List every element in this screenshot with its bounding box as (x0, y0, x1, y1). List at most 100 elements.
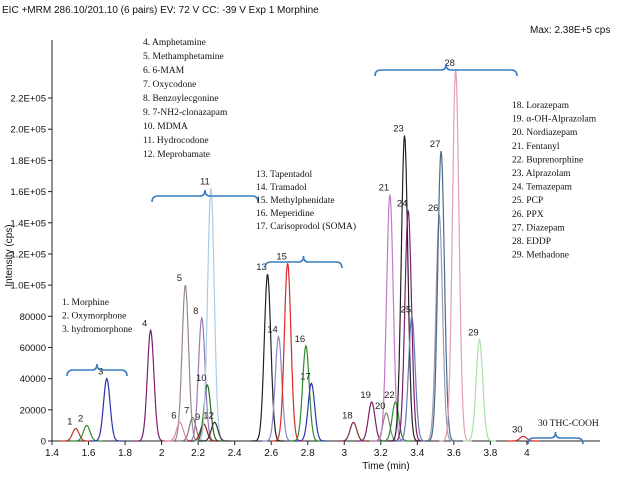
brace-group5 (527, 431, 584, 445)
peak-label: 23 (393, 123, 404, 134)
peak-trace (198, 421, 231, 442)
peak-label: 15 (276, 251, 287, 262)
peak-label: 11 (200, 176, 210, 187)
annotation-group1: 3. hydromorphone (62, 325, 132, 335)
scan-info-header: EIC +MRM 286.10/201.10 (6 pairs) EV: 72 … (2, 5, 319, 16)
peak-label: 27 (430, 139, 441, 150)
x-tick-label: 4 (524, 448, 530, 459)
peak-trace (379, 401, 412, 442)
compound-annotations: 1. Morphine 2. Oxymorphone 3. hydromorphon… (62, 38, 599, 445)
peak-trace (337, 421, 370, 442)
annotation-group2: 8. Benzoylecgonine (143, 94, 218, 104)
annotation-group3: 15. Methylphenidate (256, 196, 335, 206)
annotation-group2: 7. Oxycodone (143, 80, 196, 90)
peak-trace (294, 382, 328, 442)
annotation-group3: 13. Tapentadol (256, 170, 313, 180)
x-tick-label: 1.4 (45, 448, 59, 459)
annotation-group4: 20. Nordiazepam (512, 128, 578, 138)
y-tick-label: 2.0E+05 (10, 125, 46, 136)
annotation-group2: 9. 7-NH2-clonazapam (143, 108, 228, 118)
peak-label: 20 (375, 401, 386, 412)
annotation-group3: 14. Tramadol (256, 183, 307, 193)
peak-label: 9 (195, 412, 200, 423)
peak-label: 16 (295, 334, 306, 345)
brace-group1 (66, 363, 128, 377)
x-tick-label: 3.2 (374, 448, 388, 459)
x-tick-label: 2.6 (264, 448, 278, 459)
y-tick-label: 60000 (20, 343, 46, 354)
annotation-group1: 1. Morphine (62, 298, 109, 308)
annotation-group2: 12. Meprobamate (143, 150, 210, 160)
peak-label: 2 (78, 413, 83, 424)
x-tick-label: 3.8 (483, 448, 497, 459)
peak-trace (134, 328, 168, 442)
peak-label: 12 (203, 410, 214, 421)
y-tick-label: 1.6E+05 (10, 187, 46, 198)
peak-trace (262, 334, 295, 442)
peak-trace (463, 338, 496, 442)
y-tick-label: 1.0E+05 (10, 281, 46, 292)
peak-label: 28 (444, 58, 455, 69)
annotation-group4: 26. PPX (512, 210, 544, 220)
peak-trace (90, 377, 124, 442)
y-tick-label: 1.8E+05 (10, 156, 46, 167)
annotation-group4: 27. Diazepam (512, 223, 565, 233)
peak-trace (163, 421, 197, 442)
annotation-group2: 5. Methamphetamine (143, 52, 224, 62)
annotation-group4: 24. Temazepam (512, 183, 572, 193)
peak-trace (251, 274, 284, 442)
annotation-group4: 23. Alprazolam (512, 169, 571, 179)
y-tick-label: 2.2E+05 (10, 94, 46, 105)
annotation-group1: 2. Oxymorphone (62, 312, 126, 322)
x-tick-label: 2 (159, 448, 165, 459)
peak-trace (391, 210, 425, 442)
peak-trace (271, 263, 305, 442)
peak-label: 1 (67, 417, 72, 428)
y-tick-label: 20000 (20, 405, 46, 416)
peak-label: 17 (300, 371, 311, 382)
annotation-group2: 4. Amphetamine (143, 38, 206, 48)
x-tick-label: 3.4 (410, 448, 424, 459)
y-tick-label: 0 (41, 437, 46, 448)
annotation-group3: 16. Meperidine (256, 209, 314, 219)
peak-label: 19 (360, 390, 371, 401)
peak-label: 3 (98, 367, 103, 378)
peak-label: 30 (512, 424, 523, 435)
x-tick-label: 3 (341, 448, 347, 459)
x-tick-label: 2.2 (191, 448, 205, 459)
brace-group2 (151, 189, 259, 203)
x-tick-label: 3.6 (447, 448, 461, 459)
x-tick-label: 1.6 (82, 448, 96, 459)
peak-label: 25 (401, 304, 412, 315)
peak-label: 21 (379, 183, 390, 194)
annotation-group2: 11. Hydrocodone (143, 136, 209, 146)
annotation-group2: 10. MDMA (143, 122, 188, 132)
brace-group4 (374, 63, 518, 77)
annotation-group5: 30 THC-COOH (538, 419, 599, 429)
y-tick-label: 40000 (20, 374, 46, 385)
x-tick-label: 2.4 (228, 448, 242, 459)
y-tick-label: 1.4E+05 (10, 218, 46, 229)
x-tick-label: 2.8 (301, 448, 315, 459)
annotation-group4: 18. Lorazepam (512, 101, 570, 111)
peak-traces (59, 69, 540, 442)
y-tick-label: 1.2E+05 (10, 249, 46, 260)
peak-trace (424, 151, 458, 442)
peak-trace (194, 188, 228, 442)
peak-trace (388, 135, 421, 442)
peak-label: 29 (468, 328, 479, 339)
peak-label: 22 (384, 390, 395, 401)
peak-label: 7 (184, 406, 189, 417)
peak-label: 6 (171, 410, 176, 421)
x-axis-label: Time (min) (362, 461, 409, 472)
peak-label: 10 (196, 373, 207, 384)
peak-label: 24 (397, 198, 408, 209)
peak-trace (70, 424, 104, 442)
axes: 1.4 1.6 1.8 2 2.2 2.4 2.6 2.8 3 3.2 3.4 3.6 3.8 4 0 200… (4, 40, 600, 472)
annotation-group3: 17. Carisoprodol (SOMA) (256, 221, 356, 232)
peak-label: 5 (177, 273, 182, 284)
x-tick-label: 1.8 (118, 448, 132, 459)
annotation-group4: 19. α-OH-Alprazolam (512, 115, 597, 125)
